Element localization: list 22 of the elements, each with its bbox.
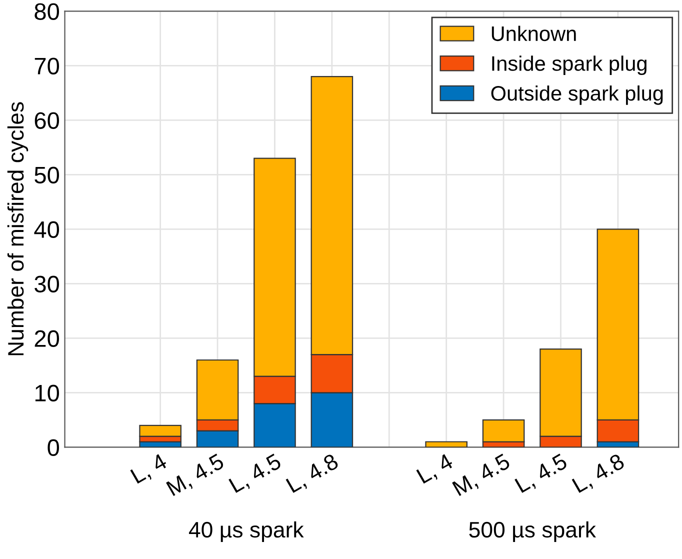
y-tick-label: 80 bbox=[34, 3, 60, 20]
x-tick-label: L, 4.8 bbox=[286, 453, 341, 496]
x-tick-label: M, 4.5 bbox=[166, 453, 226, 498]
y-tick-label: 0 bbox=[48, 439, 60, 456]
x-tick-label: M, 4.5 bbox=[452, 453, 512, 498]
x-tick-label: L, 4.5 bbox=[228, 453, 284, 496]
legend-label: Inside spark plug bbox=[492, 56, 646, 76]
legend-label: Unknown bbox=[492, 26, 576, 42]
y-tick-label: 60 bbox=[34, 112, 60, 129]
y-tick-label: 50 bbox=[34, 166, 60, 184]
y-tick-label: 30 bbox=[34, 276, 60, 292]
text: 40 µs spark bbox=[188, 521, 304, 542]
y-axis-title: Number of misfired cycles bbox=[7, 102, 28, 356]
x-tick-label: L, 4.8 bbox=[572, 453, 627, 496]
y-tick-label: 20 bbox=[34, 330, 60, 347]
x-tick-label: L, 4.5 bbox=[514, 453, 570, 496]
y-tick-label: 10 bbox=[35, 384, 60, 402]
text: 500 µs spark bbox=[469, 521, 596, 542]
legend-label: Outside spark plug bbox=[491, 85, 663, 105]
y-tick-label: 40 bbox=[34, 221, 60, 238]
y-tick-label: 70 bbox=[34, 58, 60, 74]
bar bbox=[425, 441, 468, 448]
